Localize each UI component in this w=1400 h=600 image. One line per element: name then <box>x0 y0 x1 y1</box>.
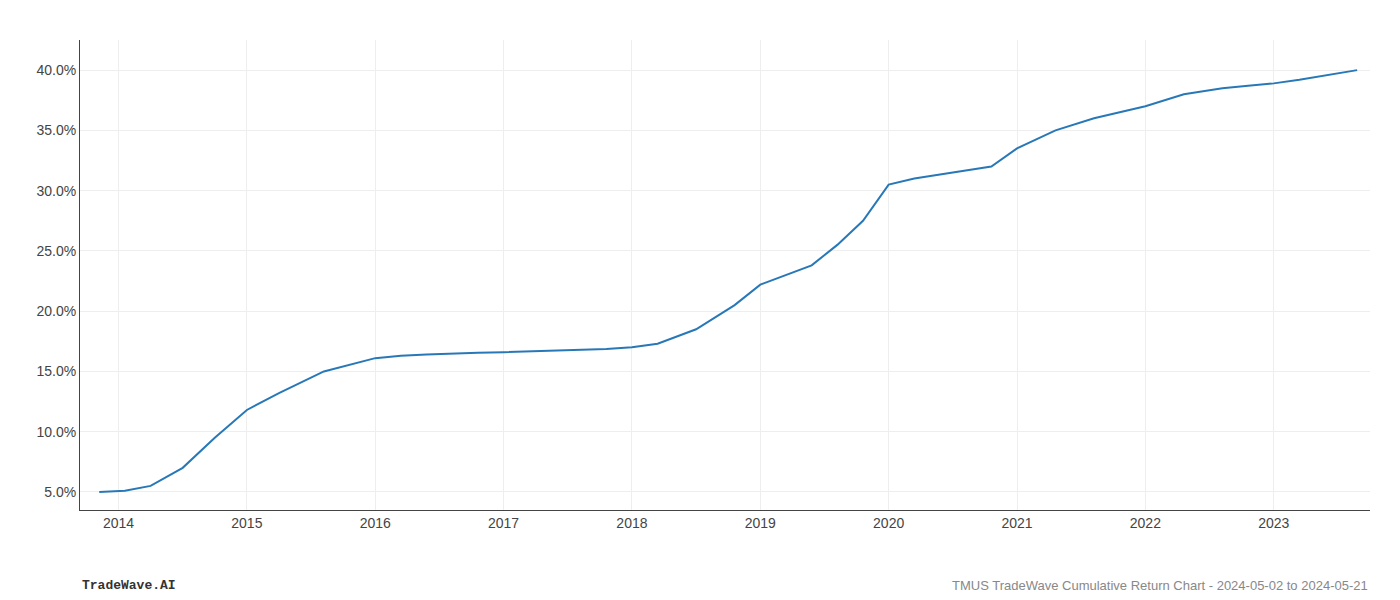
svg-text:20.0%: 20.0% <box>36 303 76 319</box>
svg-text:2016: 2016 <box>360 515 391 531</box>
svg-text:5.0%: 5.0% <box>44 484 76 500</box>
svg-text:2020: 2020 <box>873 515 904 531</box>
svg-text:2019: 2019 <box>745 515 776 531</box>
svg-text:TMUS TradeWave Cumulative Retu: TMUS TradeWave Cumulative Return Chart -… <box>952 578 1368 593</box>
svg-text:35.0%: 35.0% <box>36 122 76 138</box>
svg-text:25.0%: 25.0% <box>36 243 76 259</box>
svg-text:30.0%: 30.0% <box>36 183 76 199</box>
svg-text:40.0%: 40.0% <box>36 62 76 78</box>
svg-text:10.0%: 10.0% <box>36 424 76 440</box>
svg-text:2014: 2014 <box>103 515 134 531</box>
svg-text:2018: 2018 <box>616 515 647 531</box>
svg-text:2017: 2017 <box>488 515 519 531</box>
svg-text:2021: 2021 <box>1001 515 1032 531</box>
svg-text:2015: 2015 <box>231 515 262 531</box>
svg-text:TradeWave.AI: TradeWave.AI <box>82 578 176 593</box>
svg-text:15.0%: 15.0% <box>36 363 76 379</box>
svg-text:2023: 2023 <box>1258 515 1289 531</box>
svg-text:2022: 2022 <box>1130 515 1161 531</box>
